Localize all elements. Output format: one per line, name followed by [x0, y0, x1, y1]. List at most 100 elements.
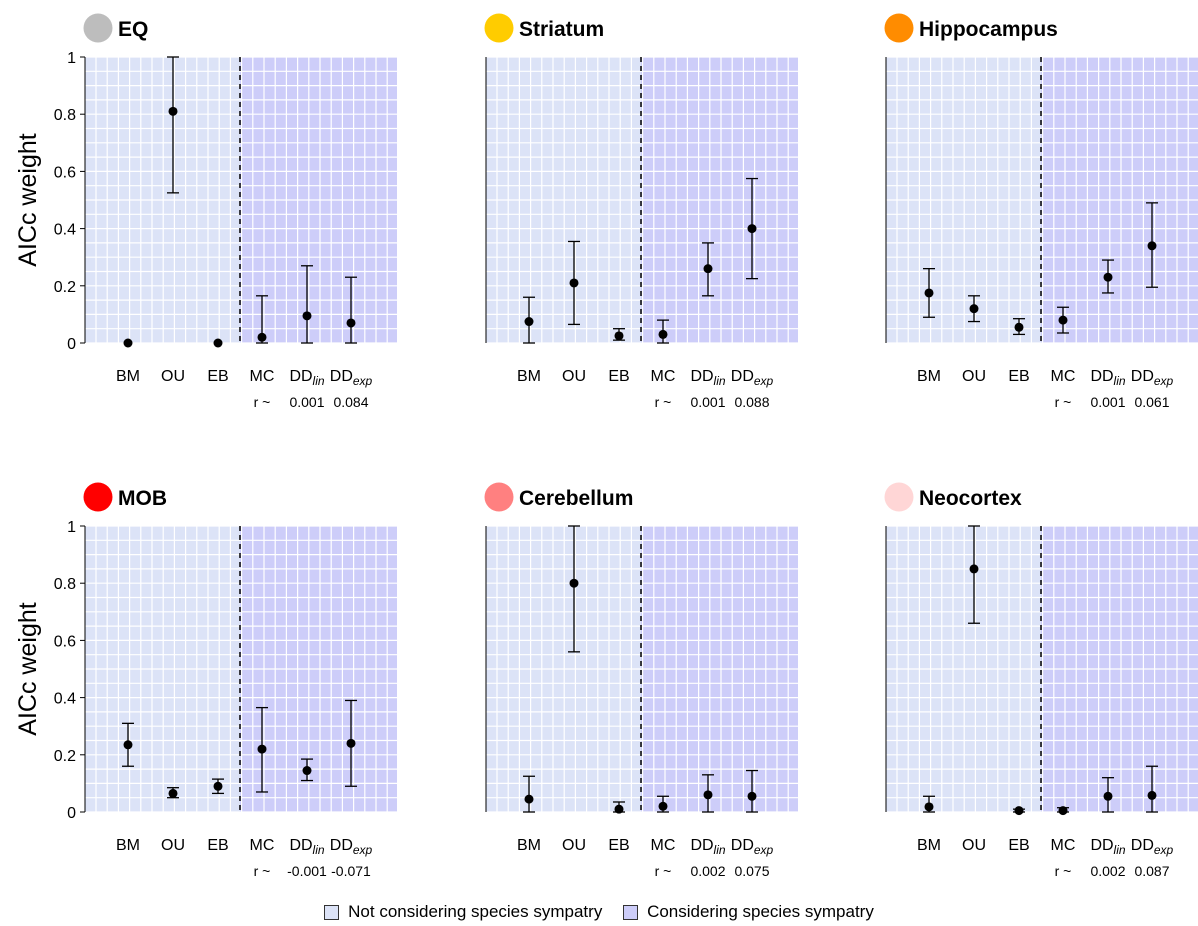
r-value: 0.075 [734, 863, 769, 879]
y-tick-label: 0.8 [54, 576, 76, 593]
data-point [524, 794, 534, 804]
y-axis-title: AICc weight [14, 133, 42, 266]
data-point [346, 738, 356, 748]
y-tick-label: 1 [67, 519, 76, 536]
data-point [924, 288, 934, 298]
panel-title: Striatum [519, 18, 604, 41]
r-value: 0.001 [1090, 394, 1125, 410]
y-tick-label: 0.6 [54, 164, 76, 181]
y-tick-label: 0.4 [54, 222, 76, 239]
r-value: 0.087 [1134, 863, 1169, 879]
y-tick-label: 0.6 [54, 633, 76, 650]
r-value: -0.001 [287, 863, 327, 879]
r-label: r ~ [655, 394, 672, 410]
x-tick-label: EB [1008, 837, 1029, 854]
data-point [168, 788, 178, 798]
r-value: 0.084 [333, 394, 368, 410]
x-tick-label: EB [1008, 368, 1029, 385]
panel-hippocampus: Hippocampus BM OU EB MC DDlin DDexp r ~ 0.001 0.0… [884, 13, 1198, 410]
panel-neocortex: Neocortex BM OU EB MC DDlin DDexp r ~ 0.002 0.087 [884, 482, 1198, 879]
x-tick-label: OU [562, 837, 586, 854]
title-dot [83, 482, 113, 512]
y-tick-label: 0.2 [54, 279, 76, 296]
data-point [168, 106, 178, 116]
data-point [257, 332, 267, 342]
x-tick-label: BM [517, 837, 541, 854]
data-point [1014, 806, 1024, 816]
x-tick-label: DDexp [330, 368, 373, 388]
panel-title: Cerebellum [519, 487, 633, 510]
data-point [123, 740, 133, 750]
x-tick-label: DDlin [1090, 368, 1125, 388]
data-point [123, 338, 133, 348]
data-point [614, 804, 624, 814]
x-tick-label: OU [962, 837, 986, 854]
title-dot [884, 482, 914, 512]
y-tick-label: 0.8 [54, 107, 76, 124]
legend-swatch-sympatry [623, 904, 639, 920]
r-label: r ~ [655, 863, 672, 879]
data-point [569, 578, 579, 588]
r-label: r ~ [1055, 863, 1072, 879]
y-axis-title: AICc weight [14, 602, 42, 735]
x-tick-label: DDexp [330, 837, 373, 857]
legend-label-not-sympatry: Not considering species sympatry [348, 902, 603, 921]
r-value: 0.002 [1090, 863, 1125, 879]
data-point [703, 790, 713, 800]
legend: Not considering species sympatry Conside… [0, 902, 1198, 925]
panel-title: Hippocampus [919, 18, 1058, 41]
legend-item-sympatry: Considering species sympatry [623, 902, 874, 922]
panel-title: Neocortex [919, 487, 1022, 510]
panel-striatum: Striatum BM OU EB MC DDlin DDexp r ~ 0.001 0.088 [484, 13, 798, 410]
r-label: r ~ [254, 863, 271, 879]
grid [886, 56, 1198, 344]
x-tick-label: BM [116, 837, 140, 854]
x-tick-label: OU [562, 368, 586, 385]
x-tick-label: BM [917, 837, 941, 854]
data-point [1058, 315, 1068, 325]
legend-item-not-sympatry: Not considering species sympatry [324, 902, 602, 922]
title-dot [83, 13, 113, 43]
data-point [1147, 790, 1157, 800]
data-point [1014, 322, 1024, 332]
data-point [1103, 272, 1113, 282]
x-tick-label: DDlin [690, 368, 725, 388]
legend-label-sympatry: Considering species sympatry [647, 902, 874, 921]
data-point [1103, 791, 1113, 801]
data-point [1147, 241, 1157, 251]
panel-mob: 0 0.2 0.4 0.6 0.8 1 AICc weight MOB BM OU EB MC DDli… [14, 482, 397, 879]
y-tick-label: 0 [67, 336, 76, 353]
r-value: 0.061 [1134, 394, 1169, 410]
grid [886, 525, 1198, 813]
data-point [747, 224, 757, 234]
data-point [569, 278, 579, 288]
r-value: 0.001 [289, 394, 324, 410]
data-point [969, 304, 979, 314]
r-value: 0.088 [734, 394, 769, 410]
r-value: 0.002 [690, 863, 725, 879]
x-tick-label: DDlin [690, 837, 725, 857]
y-tick-label: 0.2 [54, 748, 76, 765]
data-point [524, 317, 534, 327]
data-point [302, 311, 312, 321]
x-tick-label: MC [1051, 837, 1076, 854]
x-tick-label: EB [207, 837, 228, 854]
r-label: r ~ [1055, 394, 1072, 410]
grid [85, 56, 397, 344]
x-tick-label: EB [608, 837, 629, 854]
grid [85, 525, 397, 813]
data-point [614, 331, 624, 341]
title-dot [484, 482, 514, 512]
data-point [747, 791, 757, 801]
data-point [924, 802, 934, 812]
x-tick-label: DDexp [1131, 368, 1174, 388]
x-tick-label: OU [161, 368, 185, 385]
x-tick-label: MC [651, 368, 676, 385]
x-tick-label: OU [161, 837, 185, 854]
x-tick-label: EB [207, 368, 228, 385]
x-tick-label: DDexp [731, 837, 774, 857]
x-tick-label: MC [1051, 368, 1076, 385]
x-tick-label: DDexp [1131, 837, 1174, 857]
x-tick-label: BM [116, 368, 140, 385]
data-point [213, 338, 223, 348]
